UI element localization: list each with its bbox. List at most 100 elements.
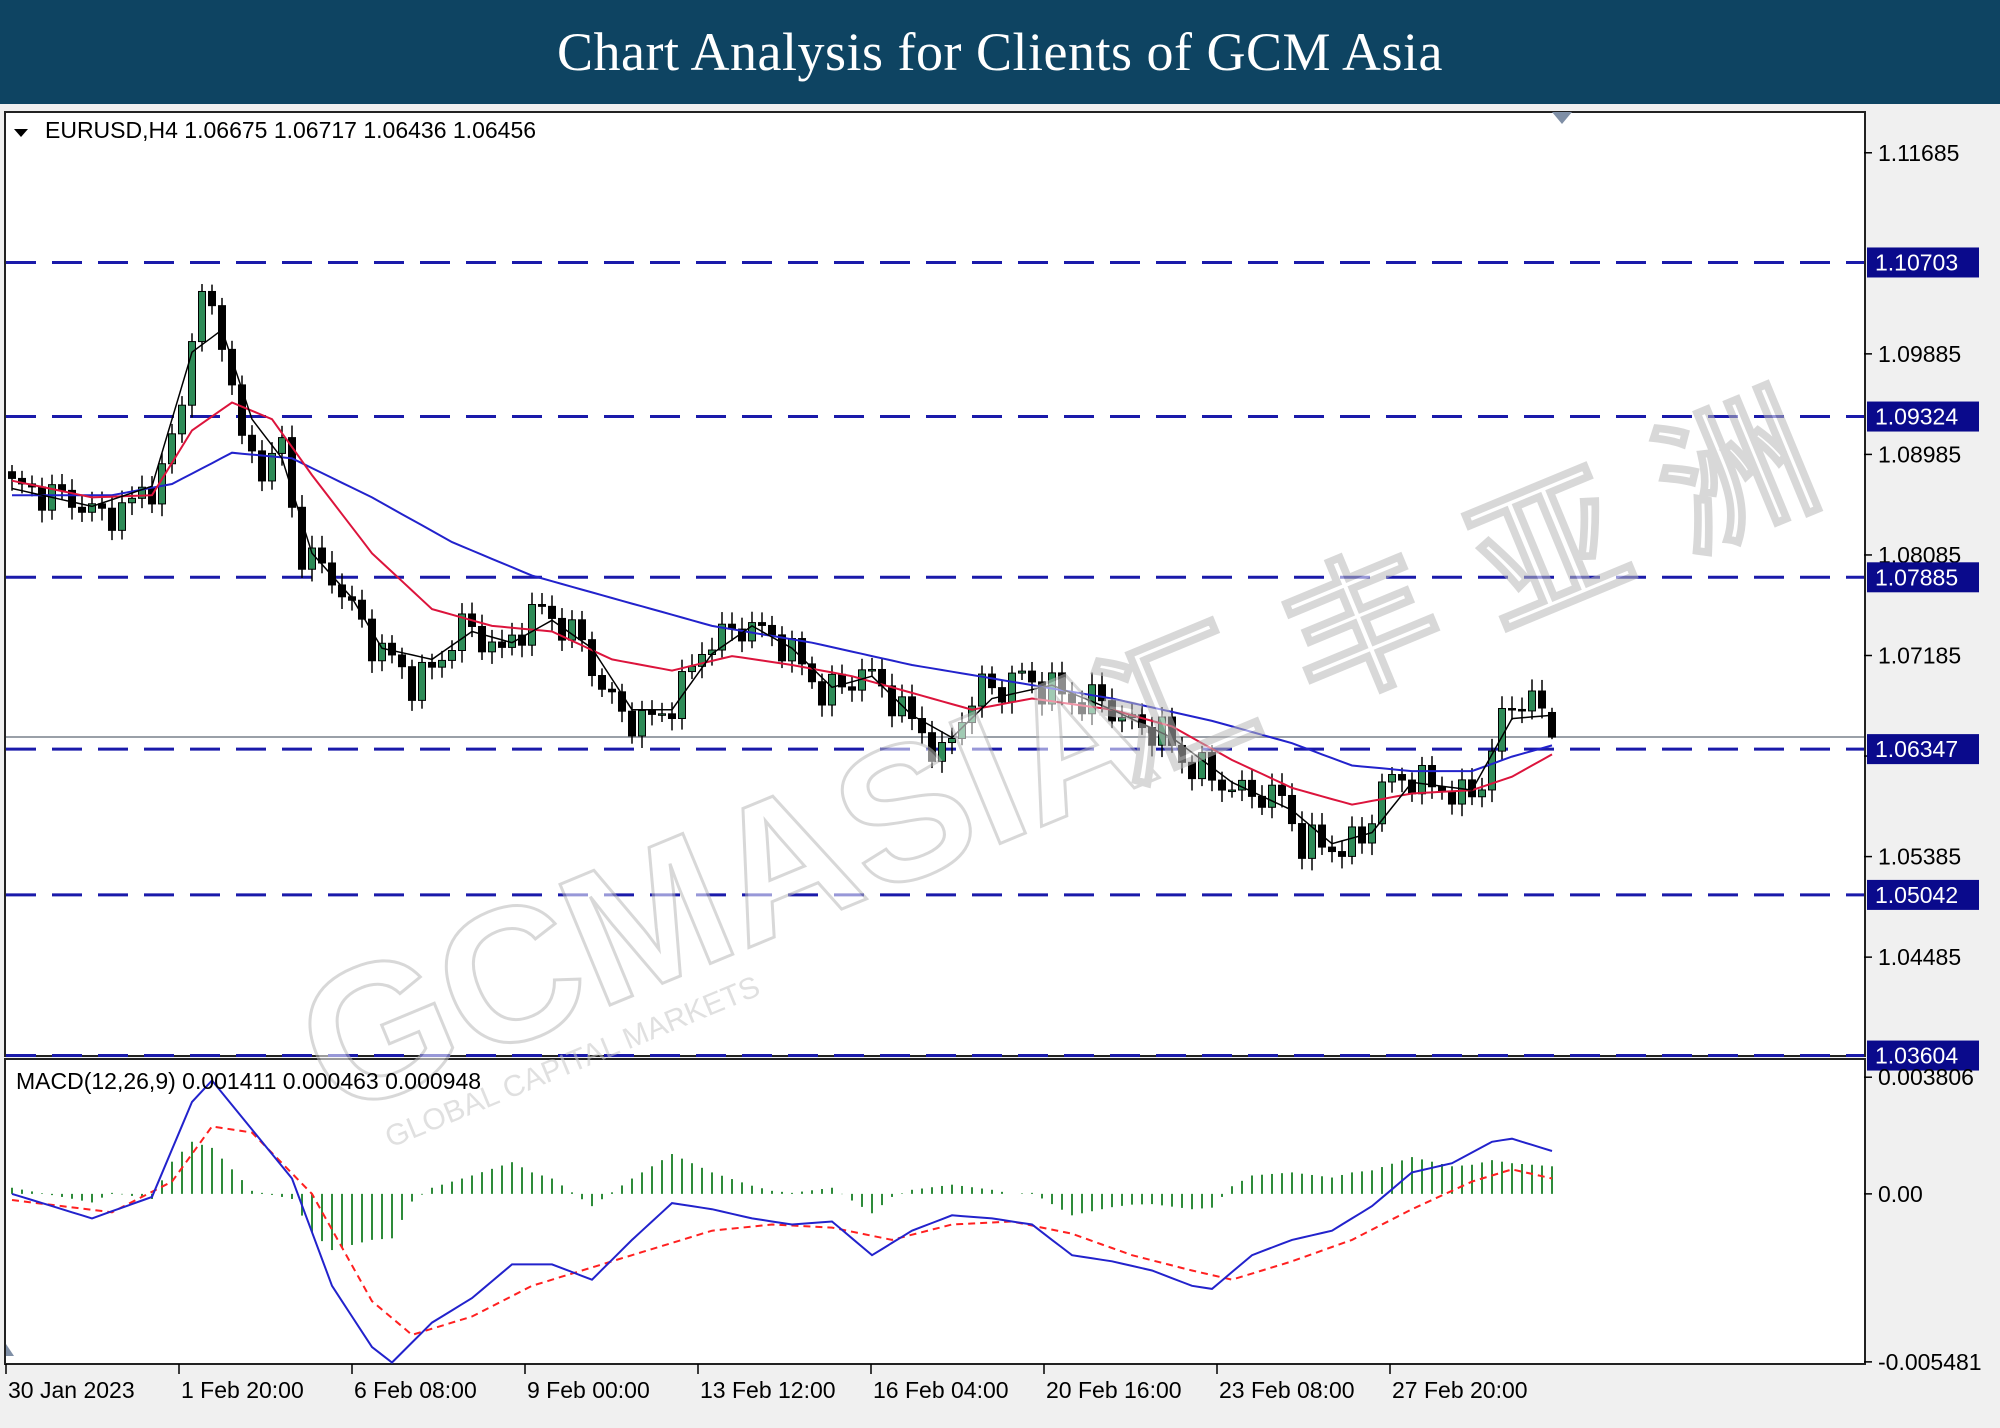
candle[interactable] — [818, 681, 826, 706]
candle[interactable] — [1378, 781, 1386, 825]
candle[interactable] — [768, 624, 776, 636]
candle[interactable] — [518, 634, 526, 646]
candle[interactable] — [1028, 670, 1036, 683]
candle[interactable] — [598, 675, 606, 690]
candle[interactable] — [208, 290, 216, 307]
candle[interactable] — [1448, 791, 1456, 805]
candle[interactable] — [758, 622, 766, 626]
candle[interactable] — [1218, 779, 1226, 791]
candle[interactable] — [78, 506, 86, 513]
level-price-tag[interactable] — [1867, 734, 1979, 765]
candle[interactable] — [868, 668, 876, 672]
candle[interactable] — [668, 713, 676, 720]
candle[interactable] — [1018, 670, 1026, 674]
level-price-tag[interactable] — [1867, 401, 1979, 432]
candle[interactable] — [588, 639, 596, 677]
candle[interactable] — [628, 710, 636, 737]
candle[interactable] — [378, 642, 386, 662]
candle[interactable] — [608, 688, 616, 693]
candle[interactable] — [778, 634, 786, 662]
candle[interactable] — [388, 642, 396, 656]
candle[interactable] — [718, 623, 726, 651]
candle[interactable] — [1328, 846, 1336, 853]
candle[interactable] — [698, 653, 706, 667]
candle[interactable] — [848, 686, 856, 691]
candle[interactable] — [1098, 684, 1106, 702]
candle[interactable] — [128, 497, 136, 504]
candle[interactable] — [548, 605, 556, 619]
candle[interactable] — [538, 604, 546, 607]
candle[interactable] — [828, 673, 836, 706]
candle[interactable] — [268, 452, 276, 482]
candle[interactable] — [408, 666, 416, 701]
candle[interactable] — [1138, 714, 1146, 729]
candle[interactable] — [68, 489, 76, 508]
candle[interactable] — [918, 718, 926, 734]
candle[interactable] — [118, 502, 126, 531]
candle[interactable] — [448, 650, 456, 661]
candle[interactable] — [418, 661, 426, 701]
candle[interactable] — [888, 685, 896, 717]
candle[interactable] — [1268, 784, 1276, 808]
candle[interactable] — [258, 450, 266, 482]
chart-canvas[interactable]: GCMASIA 汇 丰 亚 洲 GLOBAL CAPITAL MARKETS E… — [0, 104, 2000, 1428]
candle[interactable] — [568, 619, 576, 641]
candle[interactable] — [278, 437, 286, 454]
level-price-tag[interactable] — [1867, 562, 1979, 593]
candle[interactable] — [478, 625, 486, 653]
macd-pane[interactable] — [4, 1058, 1866, 1365]
candle[interactable] — [948, 737, 956, 744]
candle[interactable] — [198, 290, 206, 343]
candle[interactable] — [1188, 761, 1196, 780]
candle[interactable] — [1228, 789, 1236, 793]
candle[interactable] — [1528, 690, 1536, 712]
candle[interactable] — [288, 437, 296, 508]
candle[interactable] — [798, 638, 806, 665]
candle[interactable] — [1488, 750, 1496, 791]
candle[interactable] — [428, 661, 436, 668]
candle[interactable] — [138, 486, 146, 499]
candle[interactable] — [1078, 702, 1086, 715]
candle[interactable] — [398, 654, 406, 668]
chart-menu-icon[interactable] — [14, 129, 28, 137]
candle[interactable] — [1088, 684, 1096, 715]
candle[interactable] — [1248, 779, 1256, 797]
candle[interactable] — [1208, 752, 1216, 781]
candle[interactable] — [8, 471, 16, 479]
candle[interactable] — [1168, 716, 1176, 746]
candle[interactable] — [1548, 711, 1556, 738]
chart-shift-marker[interactable] — [1552, 112, 1572, 124]
candle[interactable] — [1388, 774, 1396, 783]
candle[interactable] — [1418, 764, 1426, 795]
candle[interactable] — [578, 619, 586, 641]
candle[interactable] — [218, 305, 226, 350]
candle[interactable] — [308, 547, 316, 570]
candle[interactable] — [438, 659, 446, 668]
candle[interactable] — [938, 742, 946, 762]
candle[interactable] — [978, 673, 986, 707]
candle[interactable] — [648, 709, 656, 715]
candle[interactable] — [108, 507, 116, 531]
candle[interactable] — [1428, 764, 1436, 788]
candle[interactable] — [1478, 789, 1486, 798]
candle[interactable] — [808, 663, 816, 683]
candle[interactable] — [318, 547, 326, 564]
candle[interactable] — [458, 613, 466, 652]
candle[interactable] — [1538, 690, 1546, 709]
candle[interactable] — [328, 562, 336, 586]
candle[interactable] — [618, 691, 626, 712]
candle[interactable] — [368, 618, 376, 662]
candle[interactable] — [1518, 708, 1526, 712]
candle[interactable] — [488, 641, 496, 653]
candle[interactable] — [248, 434, 256, 452]
candle[interactable] — [1058, 672, 1066, 695]
price-pane[interactable] — [4, 111, 1866, 1057]
candle[interactable] — [1298, 823, 1306, 859]
candle[interactable] — [178, 404, 186, 435]
candle[interactable] — [238, 384, 246, 436]
candle[interactable] — [1338, 851, 1346, 857]
candle[interactable] — [88, 503, 96, 513]
candle[interactable] — [1278, 784, 1286, 796]
candle[interactable] — [908, 696, 916, 720]
candle[interactable] — [988, 673, 996, 689]
